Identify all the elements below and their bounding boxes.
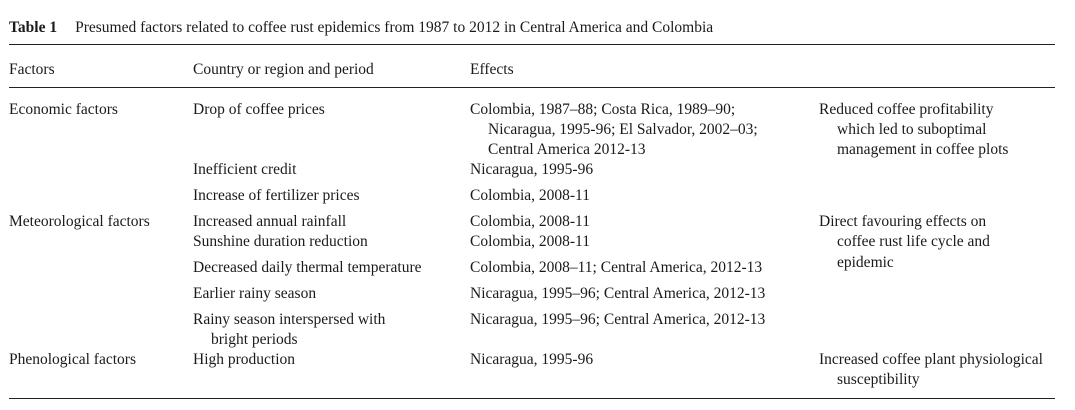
effect-economic-2: which led to suboptimal	[837, 121, 987, 138]
where-production: Nicaragua, 1995-96	[470, 351, 594, 368]
effect-meteorological-1: Direct favouring effects on	[819, 213, 987, 230]
effect-economic-1: Reduced coffee profitability	[819, 101, 994, 118]
effect-phenological-1: Increased coffee plant physiological	[819, 351, 1043, 368]
header-effects: Effects	[470, 61, 514, 78]
header-rule	[9, 87, 1055, 88]
effect-meteorological-2: coffee rust life cycle and	[837, 233, 990, 250]
factor-sunshine: Sunshine duration reduction	[193, 233, 368, 250]
where-fertilizer: Colombia, 2008-11	[470, 187, 590, 204]
where-thermal: Colombia, 2008–11; Central America, 2012…	[470, 259, 763, 276]
factor-interspersed-2: bright periods	[211, 331, 298, 348]
header-country: Country or region and period	[193, 61, 374, 78]
effect-meteorological-3: epidemic	[837, 254, 894, 271]
where-drop-prices-2: Nicaragua, 1995-96; El Salvador, 2002–03…	[488, 121, 758, 138]
where-drop-prices-1: Colombia, 1987–88; Costa Rica, 1989–90;	[470, 101, 736, 118]
where-interspersed: Nicaragua, 1995–96; Central America, 201…	[470, 311, 766, 328]
group-label-meteorological: Meteorological factors	[9, 213, 150, 230]
where-sunshine: Colombia, 2008-11	[470, 233, 590, 250]
effect-economic-3: management in coffee plots	[837, 141, 1009, 158]
where-rainy-season: Nicaragua, 1995–96; Central America, 201…	[470, 285, 766, 302]
group-label-economic: Economic factors	[9, 101, 118, 118]
group-label-phenological: Phenological factors	[9, 351, 136, 368]
factor-drop-prices: Drop of coffee prices	[193, 101, 325, 118]
table-label: Table 1	[9, 19, 58, 36]
bottom-rule	[9, 398, 1055, 399]
top-rule	[9, 44, 1055, 46]
table-title: Presumed factors related to coffee rust …	[75, 19, 714, 36]
factor-interspersed-1: Rainy season interspersed with	[193, 311, 386, 328]
factor-thermal: Decreased daily thermal temperature	[193, 259, 422, 276]
header-factors: Factors	[9, 61, 55, 78]
where-drop-prices-3: Central America 2012-13	[488, 141, 646, 158]
table-caption: Table 1 Presumed factors related to coffe…	[9, 19, 713, 37]
where-credit: Nicaragua, 1995-96	[470, 161, 594, 178]
factor-rainfall: Increased annual rainfall	[193, 213, 347, 230]
factor-rainy-season: Earlier rainy season	[193, 285, 317, 302]
where-rainfall: Colombia, 2008-11	[470, 213, 590, 230]
factor-production: High production	[193, 351, 296, 368]
factor-fertilizer: Increase of fertilizer prices	[193, 187, 360, 204]
effect-phenological-2: susceptibility	[837, 371, 920, 388]
factor-credit: Inefficient credit	[193, 161, 297, 178]
